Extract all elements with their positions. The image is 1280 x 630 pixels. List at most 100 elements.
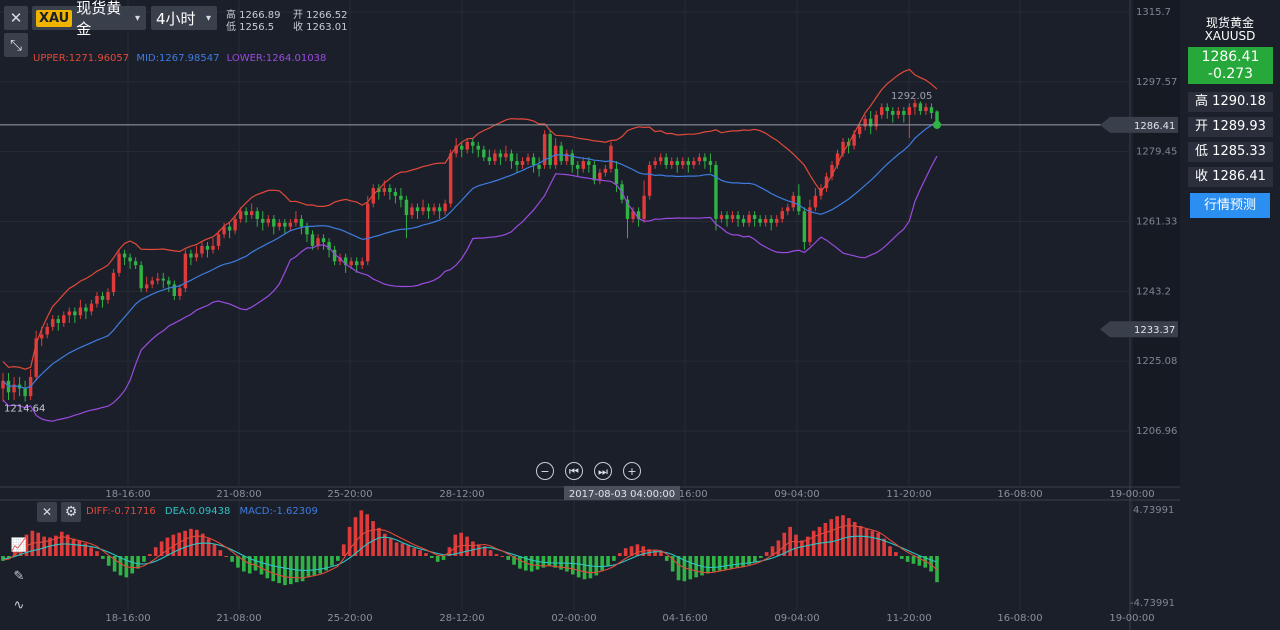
macd-bar	[688, 556, 693, 580]
macd-bar	[858, 525, 863, 556]
boll-mid: MID:1267.98547	[136, 53, 220, 64]
candle-body	[144, 284, 149, 289]
chevron-down-icon: ▾	[205, 12, 211, 24]
macd-bar	[664, 556, 669, 561]
candle-body	[763, 218, 768, 223]
candle-body	[531, 157, 536, 165]
indicator-settings-button[interactable]: ⚙	[61, 502, 81, 522]
indicator-chart-icon[interactable]: 📈	[10, 538, 28, 553]
boll-upper: UPPER:1271.96057	[33, 53, 130, 64]
candle-body	[437, 207, 442, 212]
macd-bar	[265, 556, 270, 579]
macd-bar	[876, 532, 881, 556]
current-price-tag	[1100, 116, 1178, 133]
candle-body	[559, 145, 563, 162]
macd-bar	[200, 533, 205, 556]
period-selector[interactable]: 4小时 ▾	[151, 6, 217, 30]
candle-body	[161, 278, 165, 281]
macd-bar	[723, 556, 728, 570]
collapse-button[interactable]: ⤡	[4, 33, 28, 57]
close-chart-button[interactable]: ✕	[4, 6, 28, 30]
candle-body	[775, 218, 779, 223]
macd-bar	[529, 556, 534, 572]
macd-bar	[300, 556, 305, 582]
close-indicator-button[interactable]: ✕	[37, 502, 57, 522]
macd-bar	[518, 556, 522, 569]
ohlc-high-low: 高 1266.89 低 1256.5	[226, 10, 281, 34]
macd-bar	[400, 543, 405, 556]
crosshair-time-label: 2017-08-03 04:00:00	[569, 489, 675, 500]
candle-body	[592, 164, 597, 181]
candle-body	[780, 211, 784, 219]
macd-bar	[148, 554, 152, 556]
candle-body	[34, 338, 38, 377]
x-tick-label: 02-00:00	[551, 613, 596, 624]
candle-body	[874, 114, 878, 127]
wave-icon[interactable]: ∿	[13, 598, 25, 613]
candle-body	[316, 238, 320, 246]
x-tick-label: 18-16:00	[105, 489, 150, 500]
macd-bar	[659, 552, 663, 556]
price-chart[interactable]: 1315.7 1297.57 1279.45 1261.33 1243.2 1225.08…	[0, 0, 1180, 630]
candle-body	[233, 218, 237, 231]
macd-tick-label: -4.73991	[1130, 598, 1175, 609]
candle-body	[614, 168, 619, 185]
candle-body	[277, 222, 282, 227]
candle-body	[565, 153, 569, 162]
macd-bar	[336, 556, 340, 561]
scroll-start-button[interactable]: ⏮	[565, 462, 583, 480]
macd-bar	[817, 526, 822, 556]
macd-bar	[935, 556, 939, 583]
quote-low: 低 1285.33	[1188, 142, 1273, 162]
zoom-out-button[interactable]: −	[536, 462, 554, 480]
macd-bar	[412, 548, 417, 556]
candle-body	[824, 176, 829, 189]
zoom-in-button[interactable]: +	[623, 462, 641, 480]
boll-lower: LOWER:1264.01038	[226, 53, 327, 64]
quote-change: -0.273	[1207, 66, 1254, 82]
macd-bar	[24, 534, 29, 556]
candle-body	[907, 107, 912, 115]
candle-body	[647, 164, 652, 196]
candle-body	[366, 203, 370, 262]
macd-dea: DEA:0.09438	[164, 506, 231, 517]
macd-bar	[476, 544, 481, 556]
candle-body	[719, 215, 724, 219]
macd-bar	[101, 556, 105, 559]
candle-body	[354, 261, 359, 266]
candle-body	[360, 261, 364, 266]
candle-body	[117, 253, 121, 273]
macd-bar	[729, 556, 734, 569]
boll-mid-line	[2, 122, 938, 390]
symbol-selector[interactable]: XAU 现货黄金 ▾	[32, 0, 146, 38]
candle-body	[857, 126, 862, 135]
x-tick-label: 19-00:00	[1109, 613, 1154, 624]
close-icon: ✕	[9, 9, 23, 27]
candle-body	[238, 211, 243, 219]
candle-body	[222, 226, 226, 235]
macd-bar	[453, 534, 458, 556]
candle-body	[509, 153, 514, 162]
macd-bar	[805, 536, 810, 556]
candle-body	[570, 153, 574, 165]
x-tick-label: 16-08:00	[997, 489, 1042, 500]
forecast-button[interactable]: 行情预测	[1190, 193, 1270, 218]
macd-bar	[183, 530, 187, 556]
candle-body	[421, 207, 425, 212]
candle-body	[587, 161, 591, 165]
candle-body	[653, 161, 657, 165]
macd-bar	[706, 556, 710, 574]
candle-body	[636, 211, 641, 219]
candle-body	[741, 218, 746, 223]
scroll-end-button[interactable]: ⏭	[594, 462, 612, 480]
candle-body	[255, 211, 259, 219]
candle-body	[73, 311, 77, 316]
macd-bar	[424, 553, 428, 556]
candle-body	[548, 134, 552, 165]
candle-body	[305, 226, 309, 235]
draw-tool-icon[interactable]: ✎	[13, 569, 25, 584]
macd-bar	[852, 522, 857, 556]
chart-background	[0, 0, 1180, 630]
candle-body	[388, 188, 392, 192]
price-axis-area	[1130, 0, 1180, 487]
